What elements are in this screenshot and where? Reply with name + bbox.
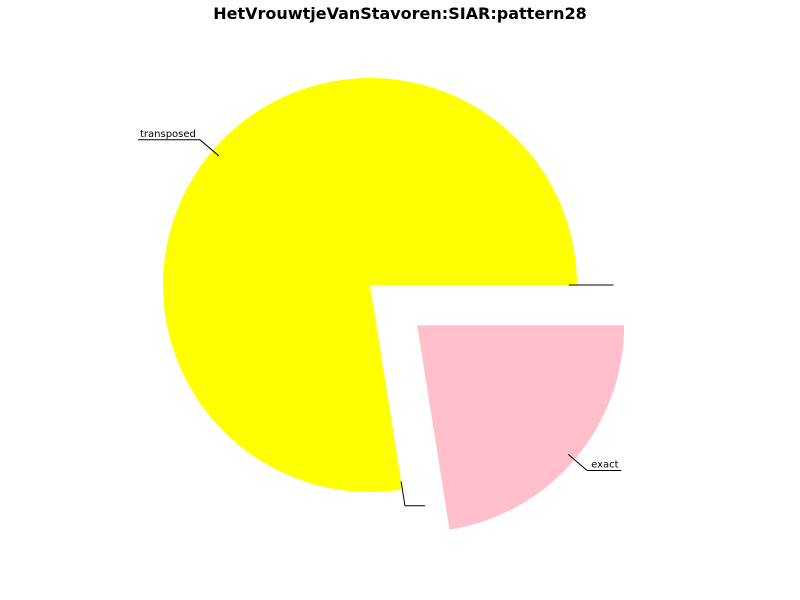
chart-title: HetVrouwtjeVanStavoren:SIAR:pattern28 [213,4,586,23]
slice-label-transposed: transposed [140,129,196,140]
pie-slices [162,77,625,530]
pie-slice-exact [417,325,625,530]
pie-labels: exact transposed [138,129,622,507]
slice-label-exact: exact [591,459,619,470]
leader-line-exact [567,453,622,471]
leader-line-transposed [138,139,220,157]
leader-line-unlabeled-2 [400,481,425,507]
pie-slice-transposed [162,77,577,492]
